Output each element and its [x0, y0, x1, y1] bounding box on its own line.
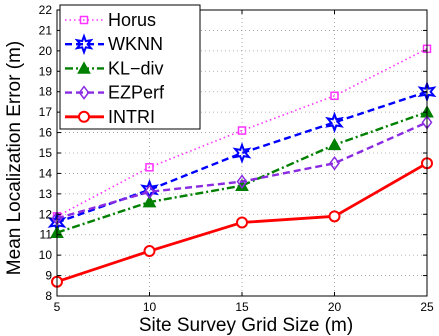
x-tick-label: 15 [235, 300, 249, 314]
x-tick-label: 10 [143, 300, 157, 314]
series-intri [51, 157, 433, 288]
legend-label: Horus [108, 10, 156, 30]
data-point [327, 137, 342, 151]
series-line [56, 111, 428, 234]
legend: Horus WKNN KL−div EZPerf INTRI [59, 4, 201, 130]
y-tick-label: 16 [39, 126, 53, 140]
y-tick-label: 14 [39, 166, 53, 180]
y-tick-label: 22 [39, 3, 53, 17]
data-point [236, 174, 248, 189]
y-tick-label: 9 [45, 269, 52, 283]
data-point [143, 245, 156, 258]
data-point [237, 126, 247, 135]
legend-marker [78, 110, 90, 123]
y-tick-label: 13 [39, 187, 53, 201]
legend-marker [77, 61, 91, 74]
series-line [56, 48, 428, 218]
legend-marker [78, 85, 90, 100]
x-tick-label: 5 [54, 300, 61, 314]
legend-entry: Horus [65, 10, 156, 30]
legend-label: EZPerf [108, 83, 165, 103]
legend-label: KL−div [108, 58, 164, 78]
data-point [330, 91, 339, 101]
y-tick-label: 12 [39, 207, 53, 221]
y-tick-label: 18 [39, 85, 53, 99]
x-tick-label: 20 [328, 300, 342, 314]
data-point [328, 210, 341, 223]
legend-marker [74, 33, 94, 56]
x-axis-title: Site Survey Grid Size (m) [139, 315, 353, 336]
data-point [145, 163, 154, 172]
legend-entry: KL−div [65, 58, 164, 78]
y-tick-label: 21 [39, 23, 53, 37]
y-tick-label: 11 [40, 228, 53, 242]
legend-label: WKNN [108, 34, 163, 54]
legend-entry: INTRI [65, 107, 155, 127]
y-tick-label: 20 [39, 44, 53, 58]
y-axis-title: Mean Localization Error (m) [4, 41, 25, 275]
y-tick-label: 15 [39, 146, 53, 160]
data-point [236, 216, 248, 229]
y-tick-label: 17 [39, 105, 53, 119]
data-point [144, 184, 155, 200]
data-point [235, 178, 249, 191]
x-tick-label: 25 [420, 300, 434, 314]
y-tick-label: 10 [39, 248, 53, 262]
data-point [325, 111, 344, 134]
series-line [56, 121, 428, 220]
legend-entry: WKNN [65, 33, 163, 56]
data-point [329, 155, 340, 171]
grid-lines [57, 10, 427, 296]
legend-label: INTRI [108, 107, 155, 127]
axis-ticks: 5 10 15 20 25 8 9 10 11 12 13 14 15 16 17 18 19 20 21 22 [39, 3, 434, 314]
y-tick-label: 8 [45, 289, 52, 303]
data-point [232, 142, 252, 164]
legend-marker [79, 15, 89, 25]
y-tick-label: 19 [39, 64, 53, 78]
legend-entry: EZPerf [65, 83, 165, 103]
data-point [142, 194, 157, 208]
